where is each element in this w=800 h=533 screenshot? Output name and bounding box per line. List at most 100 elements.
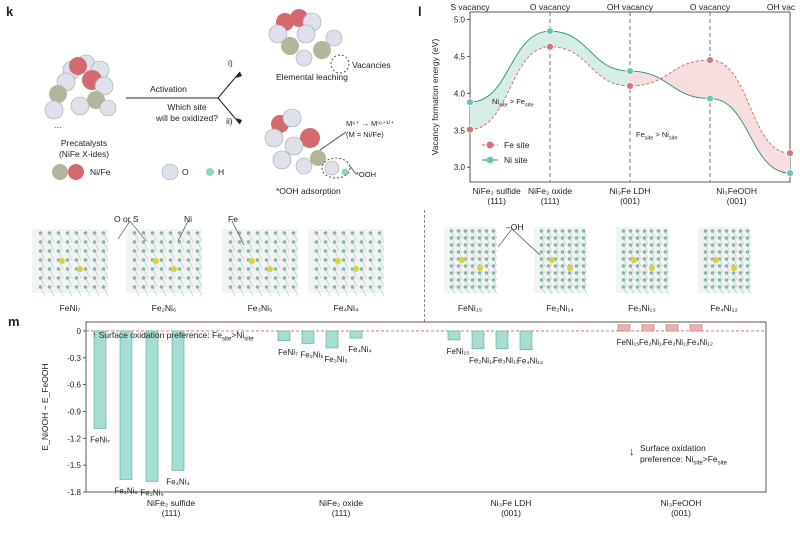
bond	[230, 241, 236, 252]
bond	[325, 241, 331, 252]
bond	[230, 250, 236, 261]
bond	[161, 286, 167, 297]
bond	[325, 268, 331, 279]
bond	[658, 258, 663, 267]
bond	[179, 286, 185, 297]
bond	[465, 272, 470, 281]
bond	[644, 286, 649, 295]
bond	[152, 277, 158, 288]
bond	[583, 279, 588, 288]
bond	[49, 259, 55, 270]
structure-left	[126, 229, 203, 297]
bond	[49, 232, 55, 243]
structure-left	[222, 229, 299, 297]
bond	[705, 251, 710, 260]
bond	[472, 244, 477, 253]
bond	[67, 241, 73, 252]
bond	[161, 241, 167, 252]
callout-oh: –OH	[506, 222, 524, 232]
bond	[379, 268, 385, 279]
bond	[230, 259, 236, 270]
bond	[248, 277, 254, 288]
legend-fe-marker	[486, 141, 494, 149]
bond	[179, 277, 185, 288]
bond	[94, 259, 100, 270]
callout-line	[511, 228, 541, 256]
chart-l-band-fe	[630, 60, 790, 174]
callout-fe: Fe	[228, 214, 238, 224]
bond	[94, 277, 100, 288]
chart-m-bar	[495, 330, 509, 350]
bond	[458, 230, 463, 239]
bond	[352, 268, 358, 279]
oxidation-preference-chart: 0 -0.3 -0.6 -0.9 -1.2 -1.5 -1.8 E_NiOOH − E_FeO…	[40, 321, 767, 518]
bond	[465, 230, 470, 239]
bond	[316, 259, 322, 270]
fe-atom	[77, 266, 83, 272]
bond	[569, 258, 574, 267]
bond	[284, 241, 290, 252]
bond	[569, 272, 574, 281]
bond	[325, 232, 331, 243]
bond	[651, 230, 656, 239]
top-preference-note: ↑ Surface oxidation preference: Fesite>N…	[92, 330, 254, 343]
bond	[188, 259, 194, 270]
chart-m-bar	[617, 324, 631, 332]
bond	[257, 277, 263, 288]
bond	[85, 232, 91, 243]
bond	[472, 272, 477, 281]
bond	[257, 241, 263, 252]
bond	[623, 286, 628, 295]
fe-atom	[731, 265, 737, 271]
bond	[67, 277, 73, 288]
legend-h-label: H	[218, 167, 225, 177]
bond	[665, 237, 670, 246]
panel-m-label: m	[8, 314, 20, 329]
bond	[85, 250, 91, 261]
bond	[103, 268, 109, 279]
bond	[548, 265, 553, 274]
bond	[275, 250, 281, 261]
chart-m-bar	[301, 330, 315, 344]
chart-l-category-label: Ni₃Fe LDH	[610, 186, 651, 196]
fe-atom	[459, 257, 465, 263]
bond	[284, 286, 290, 297]
bond	[733, 251, 738, 260]
bond	[352, 232, 358, 243]
bond	[541, 230, 546, 239]
bond	[576, 272, 581, 281]
bond	[451, 237, 456, 246]
chart-m-group-label: NiFe₂ oxide	[319, 498, 363, 508]
bond	[325, 250, 331, 261]
bond	[747, 286, 752, 295]
bond	[334, 241, 340, 252]
structure-right-label: Fe₄Ni₁₂	[710, 303, 738, 313]
bond	[548, 230, 553, 239]
bond	[726, 279, 731, 288]
bond	[275, 232, 281, 243]
bond	[143, 250, 149, 261]
bond	[316, 286, 322, 297]
bond	[67, 232, 73, 243]
bond	[486, 272, 491, 281]
bond	[623, 251, 628, 260]
bond	[379, 259, 385, 270]
bond	[170, 250, 176, 261]
bond	[747, 279, 752, 288]
bond	[143, 277, 149, 288]
bond	[67, 286, 73, 297]
bond	[85, 259, 91, 270]
chart-m-group-sub: (001)	[501, 508, 521, 518]
leaching-label: Elemental leaching	[276, 72, 348, 82]
bond	[179, 232, 185, 243]
bond	[49, 268, 55, 279]
bond	[143, 259, 149, 270]
bond	[637, 272, 642, 281]
bond	[316, 232, 322, 243]
chart-m-bar	[447, 330, 461, 341]
bond	[361, 286, 367, 297]
chart-m-group-label: NiFe₂ sulfide	[147, 498, 195, 508]
bond	[266, 232, 272, 243]
chart-m-ytick-label: -0.3	[67, 354, 81, 363]
chart-m-bar	[519, 330, 533, 351]
